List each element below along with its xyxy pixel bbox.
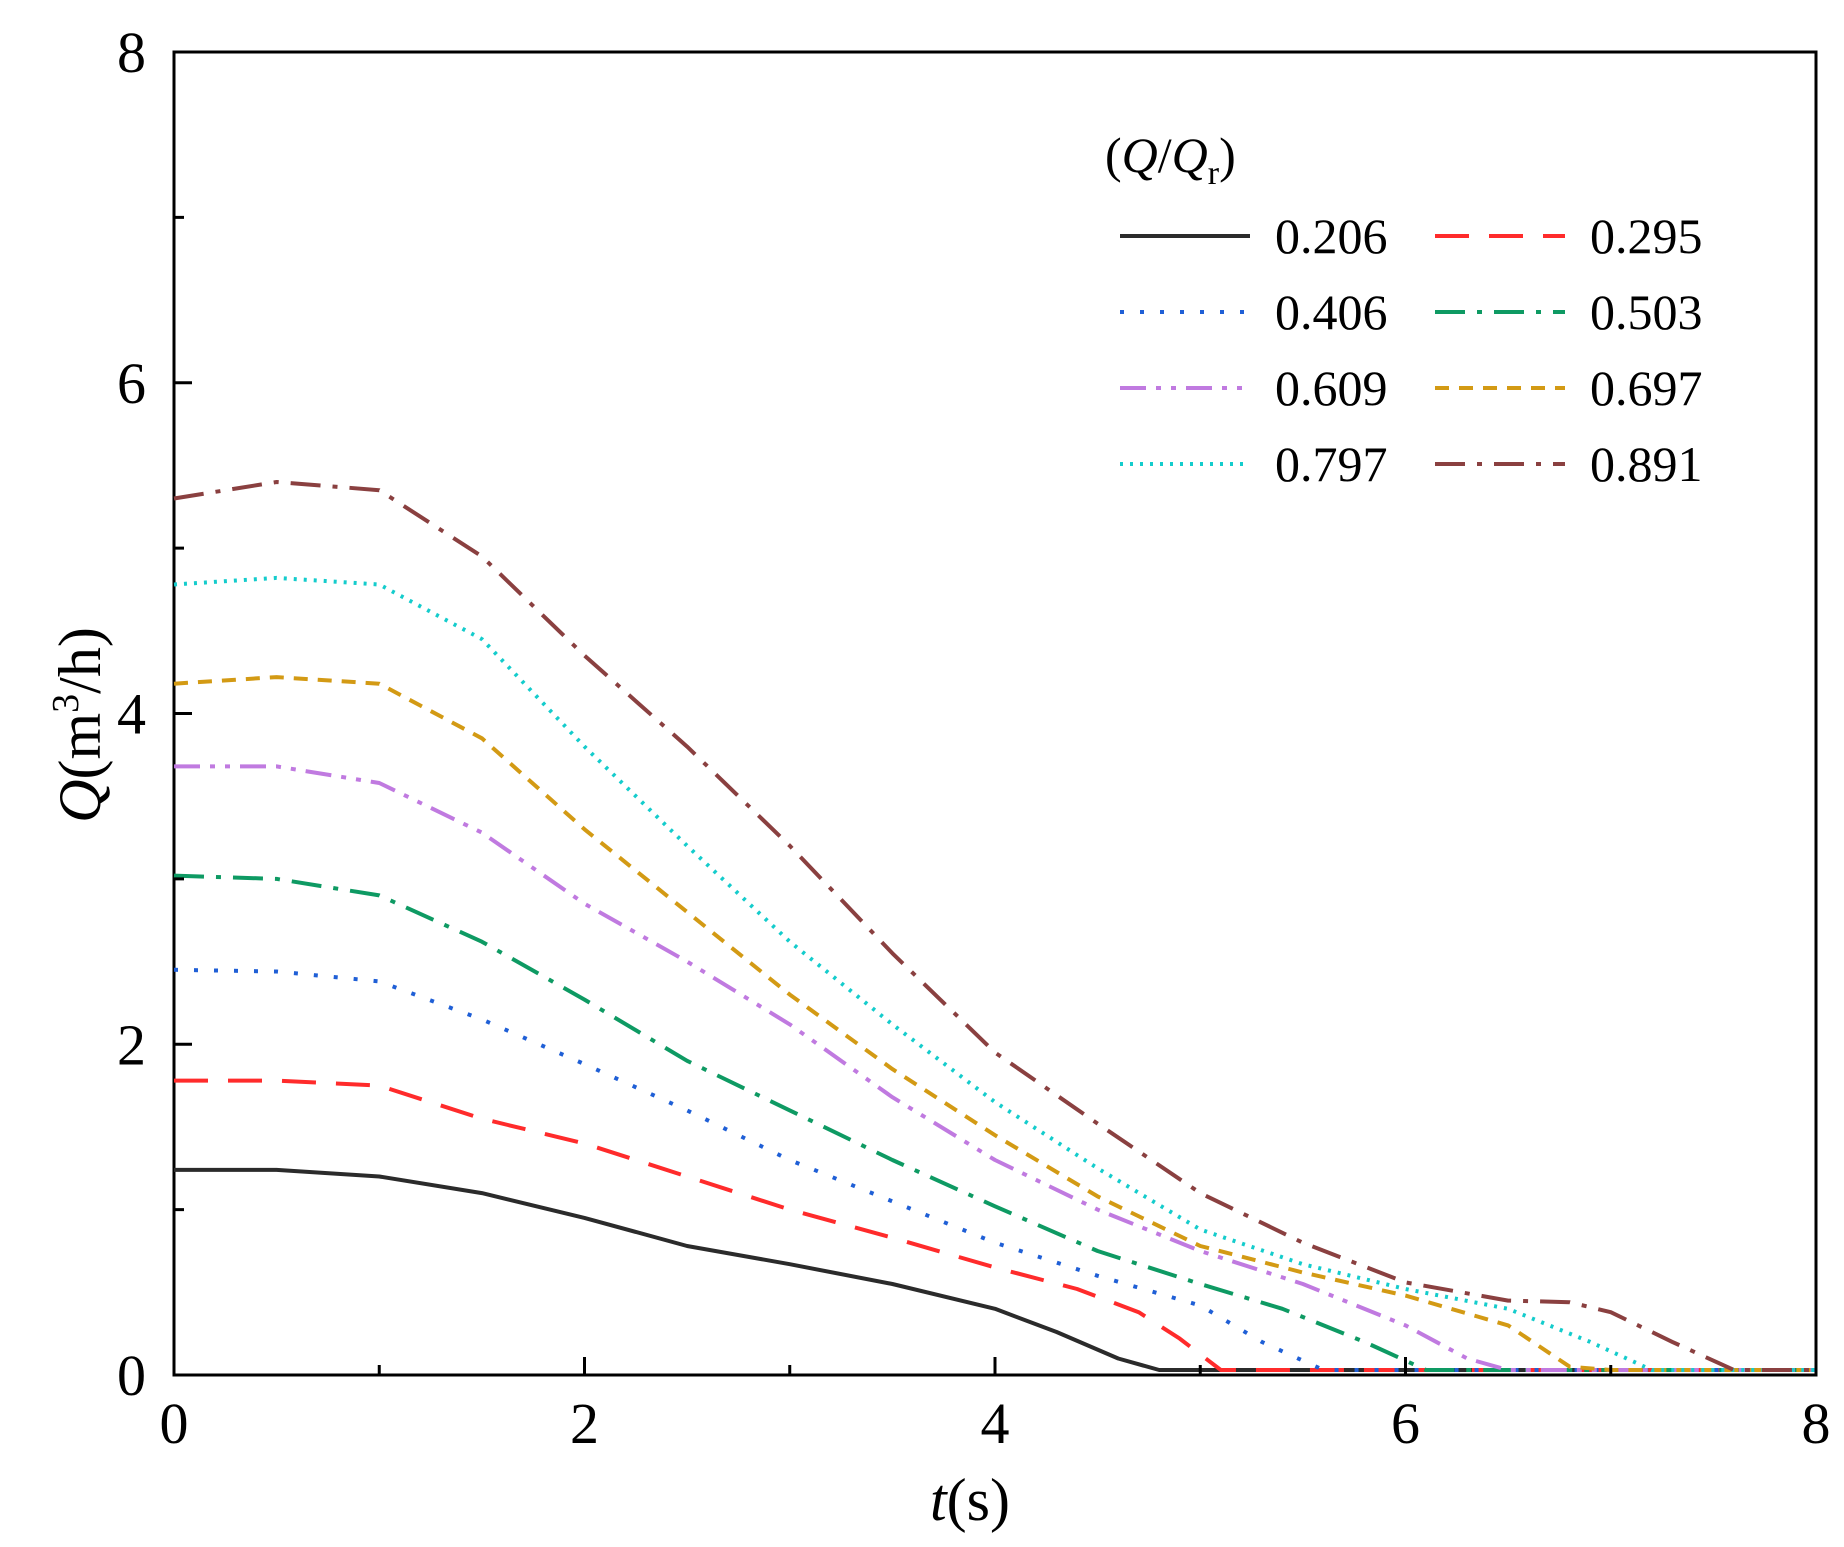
series-line-0.503 bbox=[173, 873, 1816, 1372]
series-line-0.295 bbox=[174, 1078, 1816, 1372]
x-tick-label: 0 bbox=[160, 1391, 189, 1456]
series-line-0.697 bbox=[173, 675, 1816, 1372]
x-tick-label: 4 bbox=[981, 1391, 1010, 1456]
legend-label-0.891: 0.891 bbox=[1590, 436, 1703, 492]
x-axis-title: t(s) bbox=[930, 1467, 1010, 1533]
legend: (Q/Qr) 0.206 0.295 0.406 0.503 0.609 0.697 0.7… bbox=[1105, 127, 1703, 492]
legend-label-0.295: 0.295 bbox=[1590, 208, 1703, 264]
y-tick-label: 0 bbox=[117, 1343, 146, 1408]
y-tick-label: 4 bbox=[117, 682, 146, 747]
series-line-0.609 bbox=[174, 764, 1816, 1372]
plot-frame bbox=[172, 50, 1818, 1377]
plot-border bbox=[172, 50, 1818, 1377]
legend-label-0.406: 0.406 bbox=[1275, 284, 1388, 340]
y-tick-label: 2 bbox=[117, 1012, 146, 1077]
series-line-0.406 bbox=[173, 967, 1816, 1372]
y-axis-title: Q(m3/h) bbox=[45, 627, 113, 823]
series-line-0.891 bbox=[173, 480, 1816, 1372]
series-line-0.206 bbox=[174, 1167, 1816, 1372]
legend-label-0.206: 0.206 bbox=[1275, 208, 1388, 264]
y-tick-label: 8 bbox=[117, 20, 146, 85]
y-tick-label: 6 bbox=[117, 351, 146, 416]
axis-ticks: 0 2 4 6 8 0 2 4 6 8 bbox=[117, 20, 1831, 1456]
legend-title: (Q/Qr) bbox=[1105, 127, 1236, 192]
legend-label-0.697: 0.697 bbox=[1590, 360, 1703, 416]
legend-label-0.503: 0.503 bbox=[1590, 284, 1703, 340]
legend-entries: 0.206 0.295 0.406 0.503 0.609 0.697 0.797 0.891 bbox=[1120, 208, 1703, 492]
series-layer bbox=[173, 480, 1816, 1372]
x-tick-label: 6 bbox=[1391, 1391, 1420, 1456]
x-tick-label: 8 bbox=[1802, 1391, 1831, 1456]
legend-label-0.797: 0.797 bbox=[1275, 436, 1388, 492]
x-tick-label: 2 bbox=[570, 1391, 599, 1456]
series-line-0.797 bbox=[173, 575, 1816, 1372]
legend-label-0.609: 0.609 bbox=[1275, 360, 1388, 416]
